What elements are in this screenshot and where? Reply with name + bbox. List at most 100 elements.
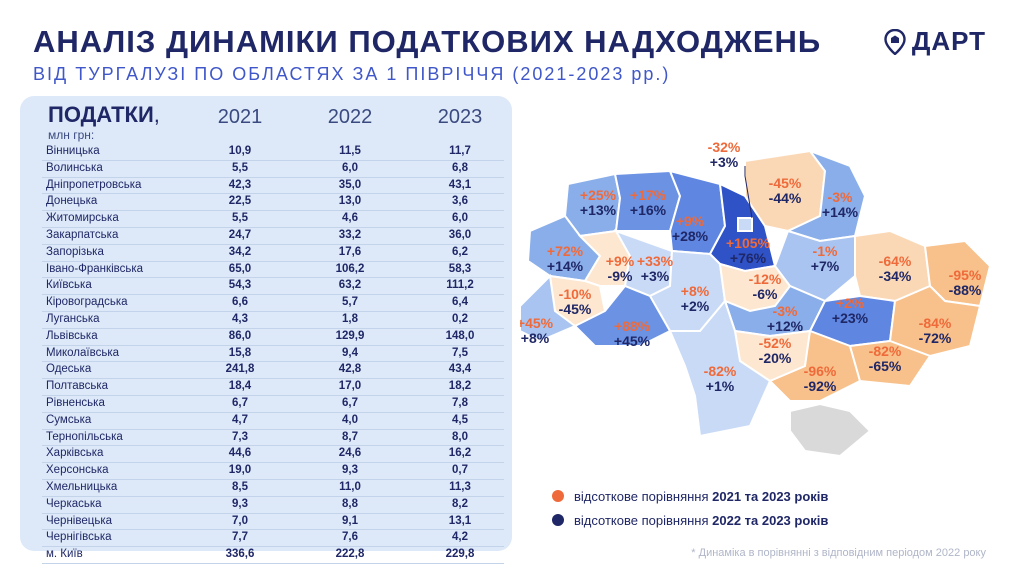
- region-name: Полтавська: [46, 380, 108, 392]
- region-name: Волинська: [46, 162, 103, 174]
- value-2021: 9,3: [200, 498, 280, 510]
- value-2022: 11,0: [310, 481, 390, 493]
- value-2021: 18,4: [200, 380, 280, 392]
- map-label-2022-2023: -34%: [879, 268, 912, 284]
- region-name: Рівненська: [46, 397, 105, 409]
- map-label-2022-2023: +1%: [706, 378, 735, 394]
- value-2022: 8,7: [310, 431, 390, 443]
- value-2022: 8,8: [310, 498, 390, 510]
- value-2022: 63,2: [310, 279, 390, 291]
- legend: відсоткове порівняння 2021 та 2023 років…: [552, 484, 828, 532]
- value-2021: 336,6: [200, 548, 280, 560]
- value-2022: 9,3: [310, 464, 390, 476]
- value-2022: 33,2: [310, 229, 390, 241]
- page-title: АНАЛІЗ ДИНАМІКИ ПОДАТКОВИХ НАДХОДЖЕНЬ: [33, 24, 821, 60]
- value-2022: 5,7: [310, 296, 390, 308]
- value-2023: 3,6: [420, 195, 500, 207]
- region-name: Запорізька: [46, 246, 104, 258]
- map-label-2022-2023: +7%: [811, 258, 840, 274]
- map-pin-icon: [884, 29, 906, 55]
- value-2021: 10,9: [200, 145, 280, 157]
- map-label-2022-2023: +13%: [580, 202, 617, 218]
- map-label-2021-2023: -82%: [869, 343, 902, 359]
- table-row: Харківська 44,6 24,6 16,2: [42, 446, 504, 463]
- region-name: Хмельницька: [46, 481, 117, 493]
- region-name: Одеська: [46, 363, 91, 375]
- year-header-2022: 2022: [310, 106, 390, 129]
- table-row: Одеська 241,8 42,8 43,4: [42, 362, 504, 379]
- value-2021: 7,7: [200, 531, 280, 543]
- map-label-2022-2023: +45%: [614, 333, 651, 349]
- legend-item-2022-2023: відсоткове порівняння 2022 та 2023 років: [552, 508, 828, 532]
- table-row: Дніпропетровська 42,3 35,0 43,1: [42, 178, 504, 195]
- value-2023: 8,2: [420, 498, 500, 510]
- table-row: Миколаївська 15,8 9,4 7,5: [42, 346, 504, 363]
- brand-logo: ДАРТ: [884, 26, 986, 57]
- value-2023: 8,0: [420, 431, 500, 443]
- region-name: Житомирська: [46, 212, 119, 224]
- value-2023: 18,2: [420, 380, 500, 392]
- value-2022: 4,6: [310, 212, 390, 224]
- map-label-2022-2023: +14%: [547, 258, 584, 274]
- footnote: * Динаміка в порівнянні з відповідним пе…: [691, 547, 986, 559]
- map-label-2021-2023: +33%: [637, 253, 674, 269]
- value-2022: 42,8: [310, 363, 390, 375]
- map-label-2021-2023: +45%: [520, 315, 554, 331]
- value-2021: 22,5: [200, 195, 280, 207]
- value-2021: 7,3: [200, 431, 280, 443]
- table-row: Донецька 22,5 13,0 3,6: [42, 194, 504, 211]
- map-label-2022-2023: -45%: [559, 301, 592, 317]
- value-2021: 241,8: [200, 363, 280, 375]
- year-header-2021: 2021: [200, 106, 280, 129]
- value-2023: 16,2: [420, 447, 500, 459]
- region-name: Донецька: [46, 195, 97, 207]
- map-label-2021-2023: -1%: [813, 243, 838, 259]
- region-name: Херсонська: [46, 464, 109, 476]
- table-row: Тернопільська 7,3 8,7 8,0: [42, 430, 504, 447]
- value-2023: 6,4: [420, 296, 500, 308]
- value-2022: 13,0: [310, 195, 390, 207]
- map-label-2021-2023: +2%: [836, 295, 865, 311]
- map-label-2022-2023: -6%: [753, 286, 778, 302]
- map-label-2022-2023: +3%: [641, 268, 670, 284]
- table-row: Запорізька 34,2 17,6 6,2: [42, 245, 504, 262]
- table-body: Вінницька 10,9 11,5 11,7 Волинська 5,5 6,0 6,8 Д…: [42, 144, 504, 564]
- value-2023: 6,0: [420, 212, 500, 224]
- value-2023: 43,1: [420, 179, 500, 191]
- map-label-2021-2023: -64%: [879, 253, 912, 269]
- region-name: Івано-Франківська: [46, 263, 143, 275]
- value-2023: 43,4: [420, 363, 500, 375]
- value-2023: 36,0: [420, 229, 500, 241]
- map-label-2021-2023: -52%: [759, 335, 792, 351]
- map-label-2021-2023: +9%: [606, 253, 635, 269]
- value-2023: 229,8: [420, 548, 500, 560]
- value-2021: 5,5: [200, 212, 280, 224]
- map-region: [738, 218, 752, 231]
- value-2023: 13,1: [420, 515, 500, 527]
- value-2022: 11,5: [310, 145, 390, 157]
- map-label-2022-2023: -44%: [769, 190, 802, 206]
- value-2023: 58,3: [420, 263, 500, 275]
- map-region-grey: [790, 404, 870, 456]
- value-2021: 15,8: [200, 347, 280, 359]
- region-name: Київська: [46, 279, 92, 291]
- tax-table-panel: ПОДАТКИ, млн грн: 2021 2022 2023 Вінниць…: [20, 96, 512, 551]
- map-label-2021-2023: +8%: [681, 283, 710, 299]
- year-header-2023: 2023: [420, 106, 500, 129]
- table-row: Чернігівська 7,7 7,6 4,2: [42, 530, 504, 547]
- region-name: Харківська: [46, 447, 103, 459]
- table-row: Волинська 5,5 6,0 6,8: [42, 161, 504, 178]
- region-name: Дніпропетровська: [46, 179, 141, 191]
- table-row: Кіровоградська 6,6 5,7 6,4: [42, 295, 504, 312]
- table-row: Херсонська 19,0 9,3 0,7: [42, 463, 504, 480]
- value-2021: 54,3: [200, 279, 280, 291]
- value-2023: 7,5: [420, 347, 500, 359]
- table-row: Луганська 4,3 1,8 0,2: [42, 312, 504, 329]
- value-2021: 4,3: [200, 313, 280, 325]
- map-label-2021-2023: +9%: [676, 213, 705, 229]
- value-2022: 6,7: [310, 397, 390, 409]
- value-2022: 35,0: [310, 179, 390, 191]
- table-row: Черкаська 9,3 8,8 8,2: [42, 497, 504, 514]
- map-label-2021-2023: -32%: [708, 139, 741, 155]
- table-header: ПОДАТКИ, млн грн: 2021 2022 2023: [48, 102, 508, 142]
